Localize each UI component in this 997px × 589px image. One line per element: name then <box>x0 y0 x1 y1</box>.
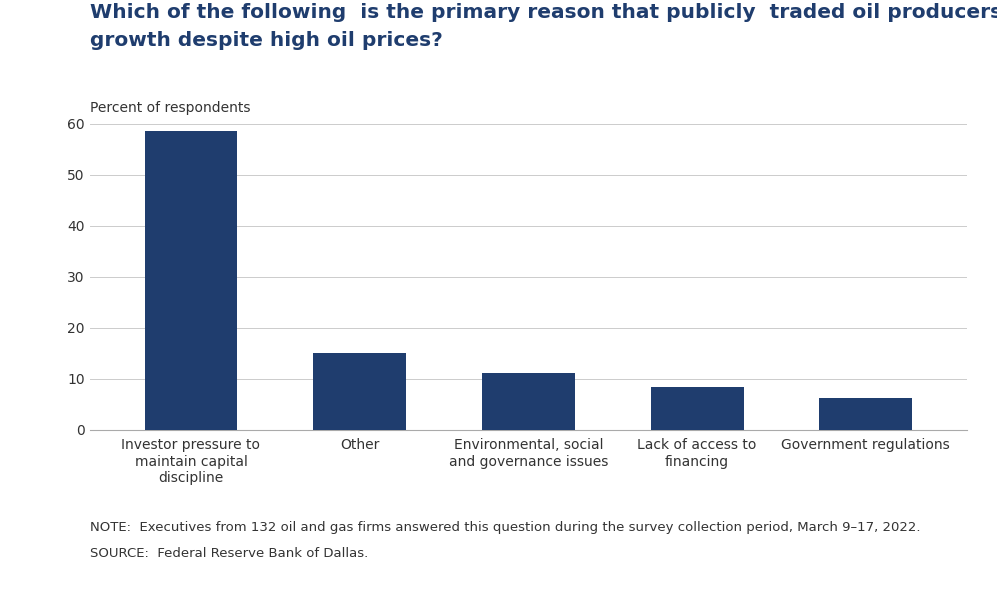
Bar <box>820 398 912 430</box>
Text: NOTE:  Executives from 132 oil and gas firms answered this question during the s: NOTE: Executives from 132 oil and gas fi… <box>90 521 920 534</box>
Bar <box>313 353 406 430</box>
Bar <box>482 373 575 430</box>
Bar <box>651 387 744 430</box>
Text: SOURCE:  Federal Reserve Bank of Dallas.: SOURCE: Federal Reserve Bank of Dallas. <box>90 547 368 560</box>
Text: Which of the following  is the primary reason that publicly  traded oil producer: Which of the following is the primary re… <box>90 3 997 22</box>
Text: Percent of respondents: Percent of respondents <box>90 101 250 115</box>
Bar <box>145 131 237 430</box>
Text: growth despite high oil prices?: growth despite high oil prices? <box>90 31 443 49</box>
